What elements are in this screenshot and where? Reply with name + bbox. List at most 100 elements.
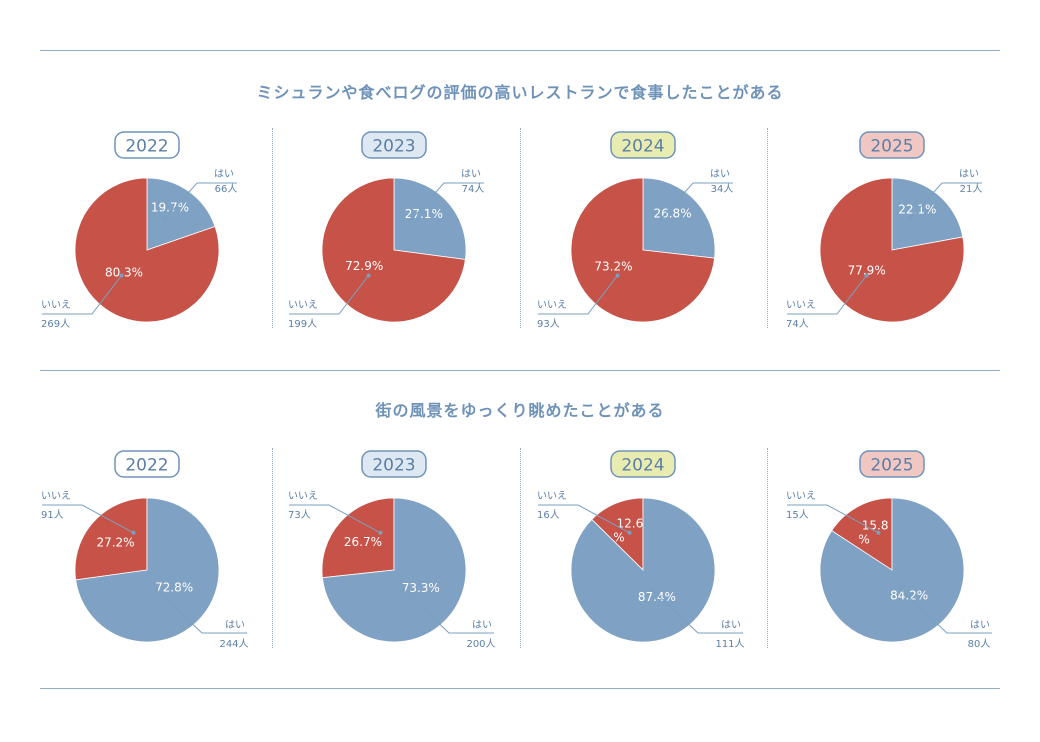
leader-line-yes xyxy=(900,589,992,634)
category-label-yes: はい xyxy=(710,168,730,180)
count-label-no: 93人 xyxy=(537,318,560,330)
percent-label-yes: 27.1% xyxy=(405,207,443,221)
count-label-no: 73人 xyxy=(288,509,311,521)
percent-label-yes: 22.1% xyxy=(898,203,936,217)
count-label-no: 91人 xyxy=(41,509,64,521)
year-pill xyxy=(610,450,676,478)
leader-line-yes xyxy=(164,182,237,220)
year-pill xyxy=(859,131,925,159)
year-pill xyxy=(361,131,427,159)
leader-line-no xyxy=(538,275,618,315)
percent-label-no: 77.9% xyxy=(848,263,886,277)
column-divider xyxy=(520,448,521,648)
middle-divider xyxy=(40,370,1000,371)
leader-line-no xyxy=(787,504,879,534)
column-divider xyxy=(272,128,273,328)
leader-line-yes xyxy=(402,589,494,634)
pie-slice-no xyxy=(591,497,644,571)
top-divider xyxy=(40,50,1000,51)
percent-label-no: 12.6 xyxy=(617,516,644,530)
category-label-no: いいえ xyxy=(288,299,318,311)
leader-line-yes xyxy=(155,589,247,634)
pie-slice-yes xyxy=(642,177,716,259)
leader-line-no xyxy=(787,275,867,315)
category-label-no: いいえ xyxy=(786,490,816,502)
percent-label-no: 73.2% xyxy=(594,259,632,273)
pie-slice-yes xyxy=(321,497,467,643)
leader-line-yes xyxy=(660,182,733,220)
category-label-no: いいえ xyxy=(786,299,816,311)
section-title-scenery: 街の風景をゆっくり眺めたことがある xyxy=(375,401,665,420)
count-label-yes: 200人 xyxy=(466,638,495,650)
percent-label-no: 15.8 xyxy=(862,518,889,532)
pie-slice-yes xyxy=(570,497,716,643)
percent-label-no: 80.3% xyxy=(105,265,143,279)
pie-slice-yes xyxy=(819,497,965,643)
count-label-yes: 34人 xyxy=(711,183,734,195)
leader-line-yes xyxy=(651,589,743,634)
percent-label-yes: 73.3% xyxy=(402,581,440,595)
pie-slice-yes xyxy=(891,177,964,251)
pie-slice-no xyxy=(74,497,148,581)
count-label-no: 199人 xyxy=(288,318,317,330)
percent-label-yes: 72.8% xyxy=(155,581,193,595)
category-label-yes: はい xyxy=(721,619,741,631)
year-label: 2022 xyxy=(125,137,168,157)
year-label: 2024 xyxy=(621,137,664,157)
leader-line-no xyxy=(42,275,122,315)
column-divider xyxy=(767,448,768,648)
category-label-yes: はい xyxy=(225,619,245,631)
percent-label-yes: 84.2% xyxy=(890,589,928,603)
year-pill xyxy=(859,450,925,478)
pie-slice-no xyxy=(321,497,395,579)
leader-line-yes xyxy=(909,182,982,220)
year-pill xyxy=(610,131,676,159)
count-label-no: 269人 xyxy=(41,318,70,330)
year-label: 2023 xyxy=(372,456,415,476)
category-label-no: いいえ xyxy=(41,490,71,502)
leader-line-no xyxy=(289,504,381,534)
year-pill xyxy=(114,131,180,159)
leader-line-yes xyxy=(411,182,484,220)
year-label: 2025 xyxy=(870,456,913,476)
pie-slice-no xyxy=(321,177,466,323)
count-label-no: 74人 xyxy=(786,318,809,330)
column-divider xyxy=(767,128,768,328)
category-label-yes: はい xyxy=(214,168,234,180)
percent-label-no: 72.9% xyxy=(345,259,383,273)
year-label: 2025 xyxy=(870,137,913,157)
category-label-yes: はい xyxy=(970,619,990,631)
bottom-divider xyxy=(40,688,1000,689)
count-label-yes: 111人 xyxy=(715,638,744,650)
column-divider xyxy=(272,448,273,648)
percent-label-no: 26.7% xyxy=(344,535,382,549)
pie-slice-no xyxy=(570,177,715,323)
count-label-yes: 66人 xyxy=(215,183,238,195)
leader-line-no xyxy=(538,504,630,534)
category-label-no: いいえ xyxy=(537,299,567,311)
percent-label-yes: 19.7% xyxy=(151,201,189,215)
count-label-no: 15人 xyxy=(786,509,809,521)
percent-label-no: 27.2% xyxy=(96,536,134,550)
count-label-yes: 74人 xyxy=(462,183,485,195)
category-label-yes: はい xyxy=(472,619,492,631)
column-divider xyxy=(520,128,521,328)
count-label-yes: 244人 xyxy=(219,638,248,650)
category-label-no: いいえ xyxy=(537,490,567,502)
count-label-no: 16人 xyxy=(537,509,560,521)
percent-label-no-suffix: % xyxy=(858,532,869,546)
category-label-no: いいえ xyxy=(288,490,318,502)
pie-slice-no xyxy=(74,177,220,323)
section-title-restaurant: ミシュランや食べログの評価の高いレストランで食事したことがある xyxy=(256,83,784,102)
leader-line-no xyxy=(42,504,134,534)
pie-slice-no xyxy=(819,177,965,323)
year-pill xyxy=(361,450,427,478)
year-pill xyxy=(114,450,180,478)
year-label: 2023 xyxy=(372,137,415,157)
category-label-yes: はい xyxy=(461,168,481,180)
year-label: 2024 xyxy=(621,456,664,476)
year-label: 2022 xyxy=(125,456,168,476)
category-label-no: いいえ xyxy=(41,299,71,311)
count-label-yes: 21人 xyxy=(960,183,983,195)
